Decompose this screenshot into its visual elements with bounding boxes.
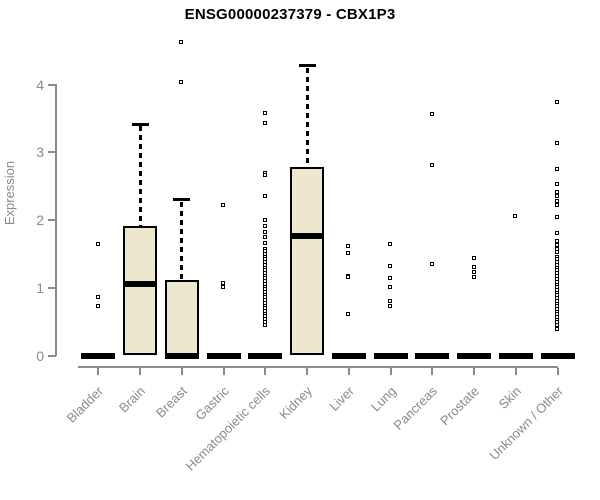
outlier-point <box>555 181 560 186</box>
x-tick <box>347 368 350 375</box>
y-tick <box>48 219 56 221</box>
chart-title: ENSG00000237379 - CBX1P3 <box>184 6 396 23</box>
outlier-point <box>555 140 560 145</box>
x-tick <box>514 368 517 375</box>
y-tick-label: 2 <box>36 212 44 228</box>
median-line <box>290 233 325 240</box>
outlier-point <box>555 239 560 244</box>
outlier-point <box>388 284 393 289</box>
x-tick <box>556 368 559 375</box>
y-tick <box>48 286 56 289</box>
outlier-point <box>388 299 393 304</box>
outlier-point <box>262 218 267 223</box>
outlier-point <box>555 215 560 220</box>
outlier-point <box>262 121 267 126</box>
outlier-point <box>262 241 267 246</box>
outlier-point <box>221 285 226 290</box>
y-tick <box>48 83 56 86</box>
outlier-point <box>262 111 267 116</box>
y-tick-label: 0 <box>36 347 44 364</box>
y-tick-label: 3 <box>36 144 44 161</box>
y-axis-line <box>55 84 57 356</box>
median-line <box>248 352 283 359</box>
outlier-point <box>346 311 351 316</box>
outlier-point <box>95 295 100 300</box>
outlier-point <box>262 223 267 228</box>
x-tick <box>473 368 476 375</box>
outlier-point <box>555 326 560 331</box>
outlier-point <box>346 275 351 280</box>
outlier-point <box>262 172 267 177</box>
x-tick <box>222 368 225 375</box>
outlier-point <box>555 166 560 171</box>
outlier-point <box>429 111 434 116</box>
whisker <box>180 201 184 280</box>
median-line <box>164 352 199 359</box>
median-line <box>415 352 450 359</box>
y-tick <box>48 151 56 154</box>
outlier-point <box>555 100 560 105</box>
y-tick-label: 1 <box>36 279 44 296</box>
median-line <box>373 352 408 359</box>
box-kidney <box>290 167 325 356</box>
x-tick <box>180 368 183 375</box>
x-tick <box>306 368 309 375</box>
outlier-point <box>429 162 434 167</box>
outlier-point <box>471 264 476 269</box>
outlier-point <box>471 269 476 274</box>
median-line <box>206 352 241 359</box>
outlier-point <box>513 214 518 219</box>
outlier-point <box>221 281 226 286</box>
outlier-point <box>555 231 560 236</box>
whisker-cap <box>173 198 191 202</box>
outlier-point <box>388 275 393 280</box>
median-line <box>540 352 575 359</box>
median-line <box>81 352 116 359</box>
outlier-point <box>221 202 226 207</box>
outlier-point <box>262 323 267 328</box>
median-line <box>498 352 533 359</box>
box-breast <box>164 279 199 356</box>
outlier-point <box>429 261 434 266</box>
outlier-point <box>262 235 267 240</box>
outlier-point <box>555 190 560 195</box>
whisker <box>138 126 142 227</box>
outlier-point <box>555 202 560 207</box>
y-tick-label: 4 <box>36 76 44 93</box>
outlier-point <box>471 275 476 280</box>
x-tick <box>389 368 392 375</box>
outlier-point <box>95 303 100 308</box>
y-tick <box>48 354 56 357</box>
outlier-point <box>555 198 560 203</box>
x-tick <box>97 368 100 375</box>
outlier-point <box>471 256 476 261</box>
outlier-point <box>555 250 560 255</box>
outlier-point <box>388 264 393 269</box>
box-brain <box>123 226 158 356</box>
median-line <box>331 352 366 359</box>
x-tick <box>431 368 434 375</box>
outlier-point <box>179 39 184 44</box>
whisker-cap <box>131 122 149 126</box>
median-line <box>123 281 158 288</box>
x-tick <box>139 368 142 375</box>
x-axis-line <box>78 366 558 368</box>
outlier-point <box>388 304 393 309</box>
outlier-point <box>262 229 267 234</box>
whisker-cap <box>298 64 316 68</box>
outlier-point <box>346 243 351 248</box>
outlier-point <box>179 79 184 84</box>
outlier-point <box>388 241 393 246</box>
outlier-point <box>262 194 267 199</box>
whisker <box>305 67 309 168</box>
outlier-point <box>555 194 560 199</box>
outlier-point <box>95 241 100 246</box>
x-tick <box>264 368 267 375</box>
median-line <box>457 352 492 359</box>
outlier-point <box>346 251 351 256</box>
